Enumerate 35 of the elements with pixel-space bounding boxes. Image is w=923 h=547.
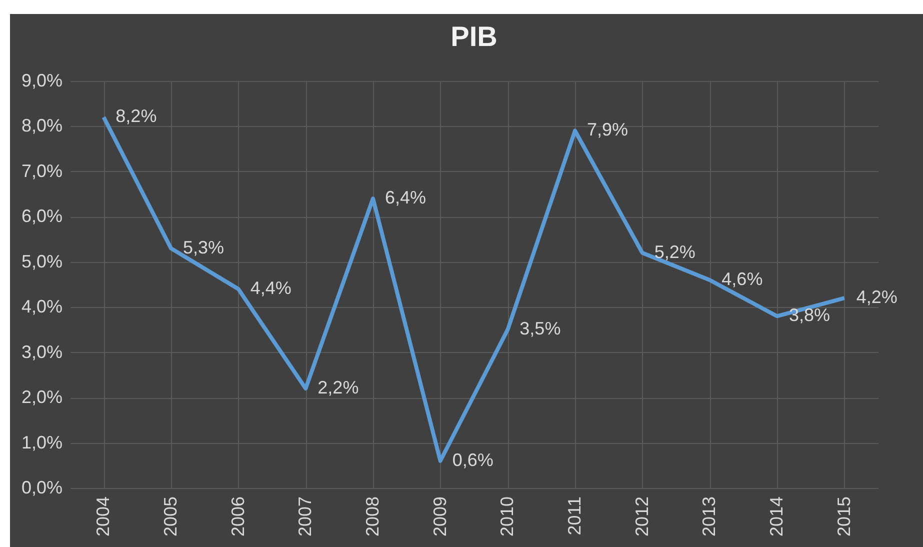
y-tick-label: 9,0%: [21, 70, 62, 90]
x-tick-label: 2008: [362, 496, 382, 537]
y-tick-label: 5,0%: [21, 251, 62, 272]
x-tick-label: 2006: [228, 496, 248, 537]
x-tick-label: 2011: [564, 496, 584, 536]
y-tick-label: 8,0%: [21, 116, 62, 136]
data-label: 5,3%: [183, 237, 224, 258]
y-tick-label: 3,0%: [21, 342, 62, 362]
data-label: 4,4%: [250, 278, 292, 298]
data-label: 0,6%: [452, 450, 494, 470]
x-tick-label: 2009: [430, 496, 450, 537]
data-label: 3,8%: [789, 305, 830, 326]
x-tick-label: 2012: [632, 496, 652, 537]
data-label: 4,2%: [856, 287, 898, 308]
y-tick-label: 1,0%: [21, 432, 62, 452]
data-label: 6,4%: [385, 188, 426, 208]
data-label: 2,2%: [318, 378, 359, 398]
data-label: 7,9%: [587, 120, 628, 140]
y-tick-label: 7,0%: [21, 160, 62, 181]
y-tick-label: 6,0%: [21, 206, 62, 226]
data-label: 4,6%: [722, 268, 763, 289]
y-tick-label: 0,0%: [21, 478, 62, 498]
x-tick-label: 2015: [834, 496, 854, 537]
x-tick-label: 2013: [699, 496, 720, 537]
y-tick-label: 2,0%: [21, 387, 62, 408]
data-label: 8,2%: [116, 106, 157, 126]
x-tick-label: 2014: [766, 496, 786, 537]
x-tick-label: 2005: [160, 496, 180, 537]
y-tick-label: 4,0%: [21, 296, 62, 317]
x-tick-label: 2007: [295, 496, 316, 537]
chart-title: PIB: [450, 21, 498, 52]
data-label: 3,5%: [520, 318, 561, 339]
x-tick-label: 2004: [93, 496, 114, 537]
data-label: 5,2%: [654, 242, 696, 262]
x-tick-label: 2010: [497, 496, 518, 537]
